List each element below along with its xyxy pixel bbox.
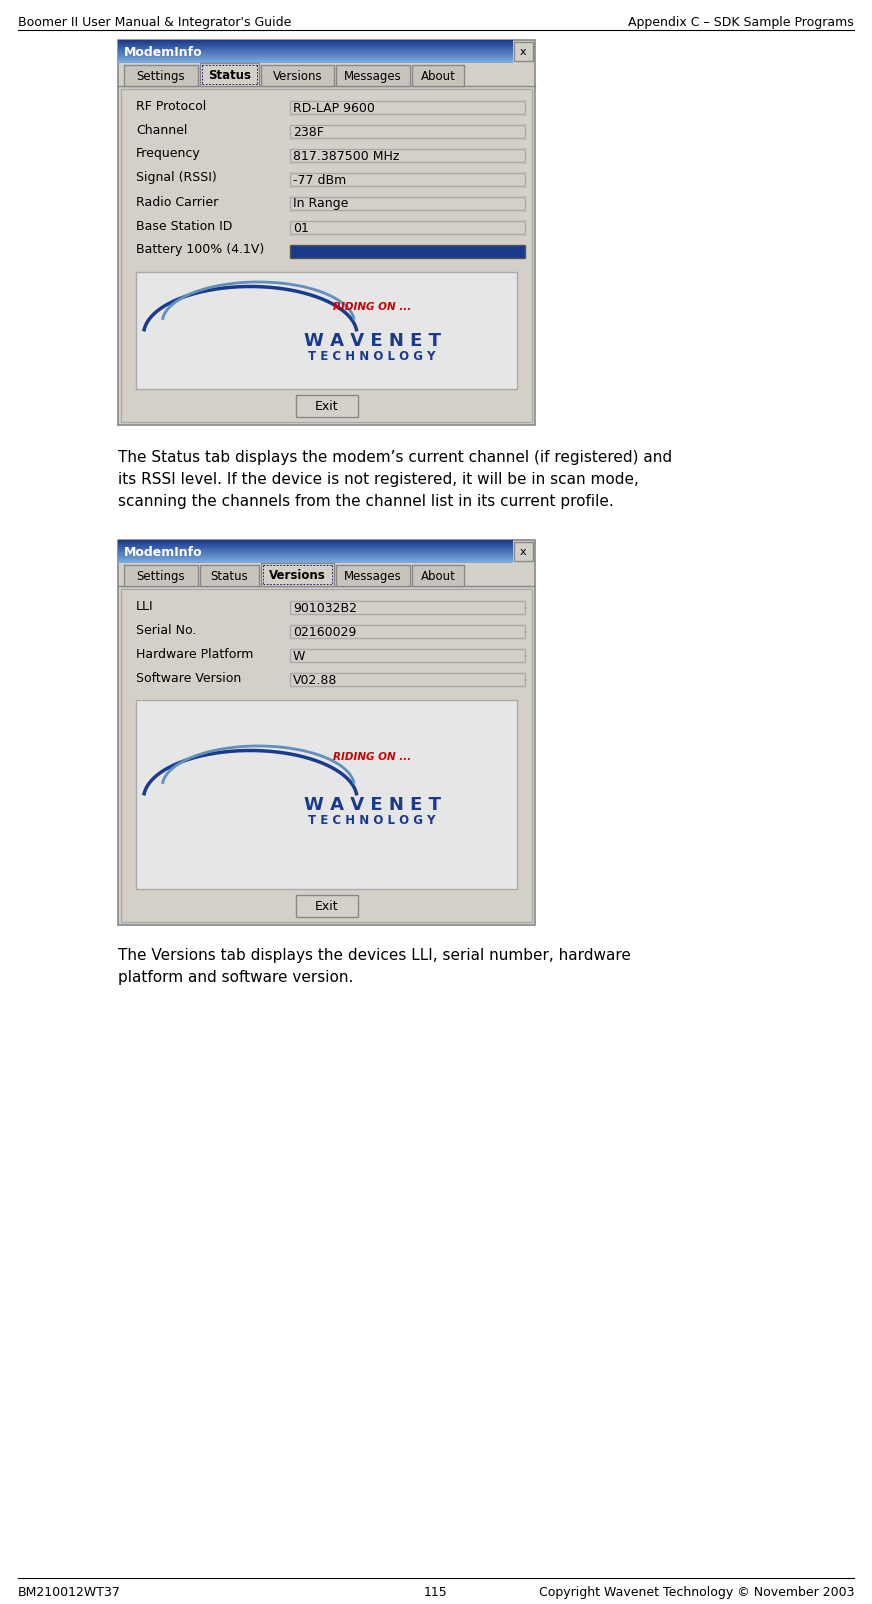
Text: Signal (RSSI): Signal (RSSI) xyxy=(136,172,217,184)
Bar xyxy=(296,895,358,917)
Text: Radio Carrier: Radio Carrier xyxy=(136,196,218,209)
Text: its RSSI level. If the device is not registered, it will be in scan mode,: its RSSI level. If the device is not reg… xyxy=(118,472,639,488)
Text: Boomer II User Manual & Integrator's Guide: Boomer II User Manual & Integrator's Gui… xyxy=(18,16,291,29)
Text: T E C H N O L O G Y: T E C H N O L O G Y xyxy=(309,813,436,828)
Text: Appendix C – SDK Sample Programs: Appendix C – SDK Sample Programs xyxy=(628,16,854,29)
Text: Copyright Wavenet Technology © November 2003: Copyright Wavenet Technology © November … xyxy=(539,1586,854,1599)
Bar xyxy=(514,542,533,561)
Bar xyxy=(337,565,410,585)
Bar xyxy=(290,101,525,114)
Bar xyxy=(290,197,525,210)
Text: RF Protocol: RF Protocol xyxy=(136,99,207,112)
Text: RIDING ON ...: RIDING ON ... xyxy=(333,752,412,762)
Bar xyxy=(136,699,517,889)
Text: Settings: Settings xyxy=(137,71,185,83)
Text: platform and software version.: platform and software version. xyxy=(118,970,353,985)
Text: Exit: Exit xyxy=(315,401,338,414)
Text: 02160029: 02160029 xyxy=(293,626,357,638)
Text: x: x xyxy=(520,47,527,58)
Bar xyxy=(200,565,259,585)
Text: RIDING ON ...: RIDING ON ... xyxy=(333,302,412,313)
Text: T E C H N O L O G Y: T E C H N O L O G Y xyxy=(309,350,436,363)
Bar xyxy=(124,66,198,87)
Bar xyxy=(337,66,410,87)
Bar xyxy=(118,40,535,425)
Bar xyxy=(412,66,464,87)
Text: ModemInfo: ModemInfo xyxy=(124,45,202,58)
Bar xyxy=(290,602,525,614)
Bar xyxy=(290,650,525,662)
Text: Base Station ID: Base Station ID xyxy=(136,220,232,233)
Text: Messages: Messages xyxy=(344,71,402,83)
Bar xyxy=(290,221,525,234)
Bar xyxy=(290,626,525,638)
Text: 901032B2: 901032B2 xyxy=(293,602,357,614)
Text: -77 dBm: -77 dBm xyxy=(293,173,346,186)
Text: Serial No.: Serial No. xyxy=(136,624,196,637)
Text: The Versions tab displays the devices LLI, serial number, hardware: The Versions tab displays the devices LL… xyxy=(118,948,630,962)
Text: The Status tab displays the modem’s current channel (if registered) and: The Status tab displays the modem’s curr… xyxy=(118,451,672,465)
Text: x: x xyxy=(520,547,527,557)
Text: 238F: 238F xyxy=(293,125,324,138)
Text: Channel: Channel xyxy=(136,124,187,136)
Text: 01: 01 xyxy=(293,221,309,234)
Bar xyxy=(124,565,198,585)
Bar xyxy=(290,245,525,258)
Text: 817.387500 MHz: 817.387500 MHz xyxy=(293,149,399,162)
Bar xyxy=(200,63,259,87)
Text: Exit: Exit xyxy=(315,900,338,914)
Text: Software Version: Software Version xyxy=(136,672,242,685)
Text: About: About xyxy=(420,569,455,582)
Bar xyxy=(296,395,358,417)
Text: scanning the channels from the channel list in its current profile.: scanning the channels from the channel l… xyxy=(118,494,614,508)
Bar xyxy=(261,66,334,87)
Text: Battery 100% (4.1V): Battery 100% (4.1V) xyxy=(136,244,264,257)
Text: Status: Status xyxy=(208,69,251,82)
Text: RD-LAP 9600: RD-LAP 9600 xyxy=(293,101,375,114)
Text: V02.88: V02.88 xyxy=(293,674,337,687)
Bar xyxy=(136,273,517,390)
Text: In Range: In Range xyxy=(293,197,349,210)
Bar xyxy=(290,173,525,186)
Text: LLI: LLI xyxy=(136,600,153,613)
Bar xyxy=(121,589,532,922)
Text: Versions: Versions xyxy=(269,569,326,582)
Bar xyxy=(514,42,533,61)
Bar xyxy=(118,541,535,926)
Text: BM210012WT37: BM210012WT37 xyxy=(18,1586,121,1599)
Text: Settings: Settings xyxy=(137,569,185,582)
Text: Messages: Messages xyxy=(344,569,402,582)
Text: Versions: Versions xyxy=(273,71,323,83)
Text: W A V E N E T: W A V E N E T xyxy=(303,796,440,813)
Text: Frequency: Frequency xyxy=(136,148,201,160)
Bar xyxy=(261,563,334,585)
Bar xyxy=(121,88,532,422)
Text: Status: Status xyxy=(210,569,248,582)
Text: 115: 115 xyxy=(424,1586,448,1599)
Bar xyxy=(290,674,525,687)
Text: ModemInfo: ModemInfo xyxy=(124,545,202,558)
Text: Hardware Platform: Hardware Platform xyxy=(136,648,254,661)
Bar xyxy=(290,149,525,162)
Text: W: W xyxy=(293,650,305,662)
Text: W A V E N E T: W A V E N E T xyxy=(303,332,440,350)
Bar xyxy=(290,125,525,138)
Bar xyxy=(412,565,464,585)
Text: About: About xyxy=(420,71,455,83)
